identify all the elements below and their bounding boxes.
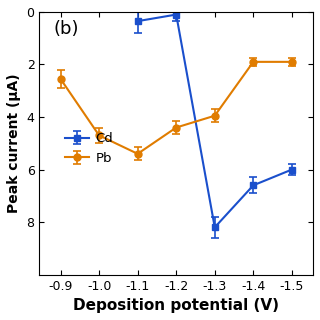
Text: (b): (b) <box>53 20 78 38</box>
Y-axis label: Peak current (μA): Peak current (μA) <box>7 74 21 213</box>
Legend: Cd, Pb: Cd, Pb <box>60 127 118 170</box>
X-axis label: Deposition potential (V): Deposition potential (V) <box>73 298 279 313</box>
